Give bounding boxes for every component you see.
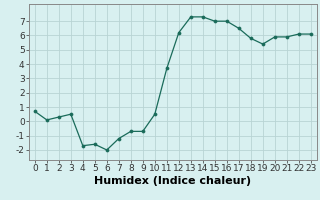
X-axis label: Humidex (Indice chaleur): Humidex (Indice chaleur) — [94, 176, 252, 186]
